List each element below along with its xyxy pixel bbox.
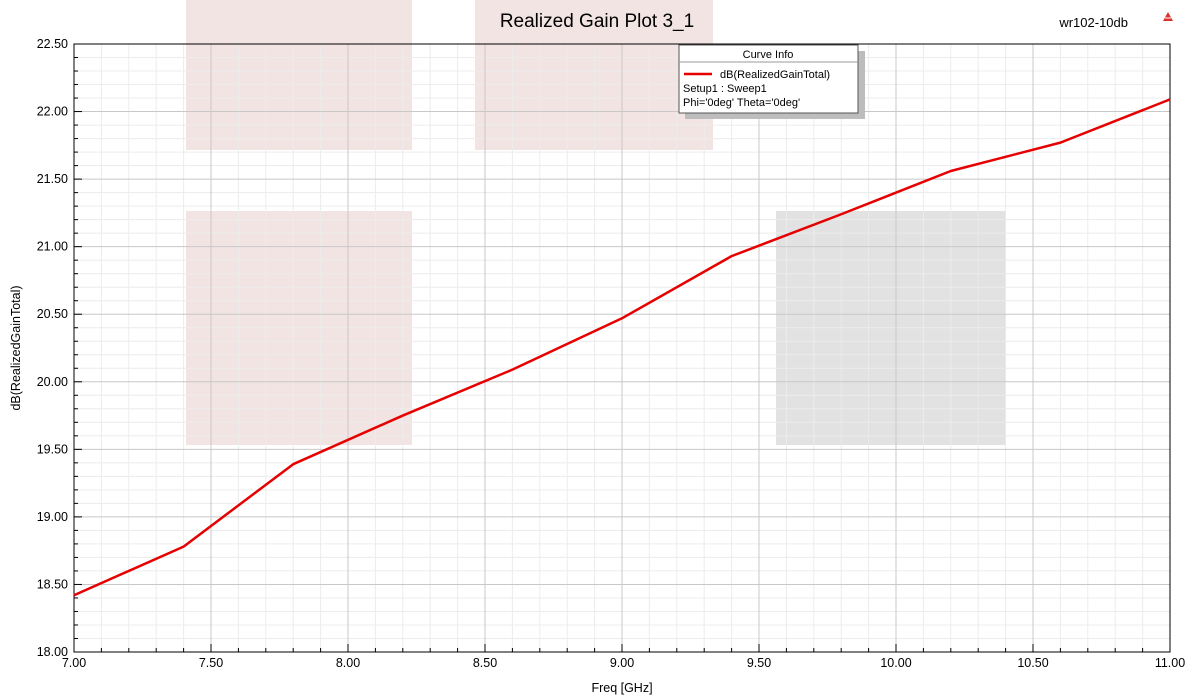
legend-title: Curve Info xyxy=(743,49,794,61)
x-tick-label: 9.00 xyxy=(610,656,634,670)
legend-detail-setup: Setup1 : Sweep1 xyxy=(683,83,767,95)
axis-ticks xyxy=(73,43,1171,653)
watermark-blocks xyxy=(186,0,1006,445)
legend-detail-angles: Phi='0deg' Theta='0deg' xyxy=(683,97,800,109)
x-tick-label: 9.50 xyxy=(747,656,771,670)
design-name-label: wr102-10db xyxy=(1058,15,1128,30)
x-tick-labels: 7.00 7.50 8.00 8.50 9.00 9.50 10.00 10.50 11.00 xyxy=(62,656,1185,670)
y-tick-label: 19.00 xyxy=(37,510,68,524)
ansys-logo-icon xyxy=(1163,12,1173,21)
x-tick-label: 7.00 xyxy=(62,656,86,670)
y-tick-label: 21.50 xyxy=(37,172,68,186)
y-tick-label: 18.00 xyxy=(37,645,68,659)
x-tick-label: 11.00 xyxy=(1155,656,1185,670)
watermark-block xyxy=(186,0,412,150)
y-tick-label: 21.00 xyxy=(37,240,68,254)
x-tick-label: 10.50 xyxy=(1017,656,1048,670)
chart-title: Realized Gain Plot 3_1 xyxy=(500,11,694,32)
y-tick-label: 22.00 xyxy=(37,105,68,119)
y-tick-label: 19.50 xyxy=(37,442,68,456)
legend[interactable]: Curve Info dB(RealizedGainTotal) Setup1 … xyxy=(678,44,865,119)
grid-major xyxy=(74,44,1170,652)
x-tick-label: 8.00 xyxy=(336,656,360,670)
y-tick-label: 20.00 xyxy=(37,375,68,389)
series-line-realized-gain xyxy=(73,98,1171,597)
x-axis-label: Freq [GHz] xyxy=(591,681,652,695)
y-tick-label: 18.50 xyxy=(37,577,68,591)
y-tick-labels: 18.00 18.50 19.00 19.50 20.00 20.50 21.00 21.50… xyxy=(37,37,68,659)
legend-box xyxy=(678,44,859,114)
x-tick-label: 7.50 xyxy=(199,656,223,670)
x-tick-label: 8.50 xyxy=(473,656,497,670)
x-tick-label: 10.00 xyxy=(880,656,911,670)
y-axis-label: dB(RealizedGainTotal) xyxy=(9,285,23,410)
legend-entry: dB(RealizedGainTotal) xyxy=(720,69,830,81)
y-tick-label: 20.50 xyxy=(37,307,68,321)
y-tick-label: 22.50 xyxy=(37,37,68,51)
